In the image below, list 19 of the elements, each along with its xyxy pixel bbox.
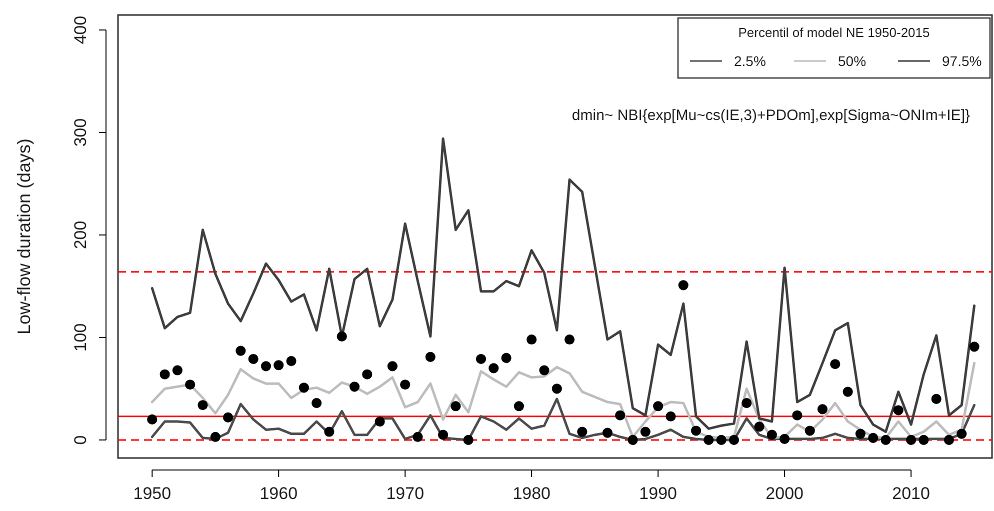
y-tick-label: 100 [70,323,90,352]
y-tick-label: 200 [70,220,90,250]
legend-title: Percentil of model NE 1950-2015 [738,25,930,40]
x-tick-label: 1960 [260,484,298,504]
x-tick-label: 1970 [386,484,424,504]
x-tick-label: 2010 [892,484,930,504]
annotation: dmin~ NBI{exp[Mu~cs(IE,3)+PDOm],exp[Sigma~ONIm+IE]} [572,107,970,124]
x-tick-label: 1990 [639,484,677,504]
y-tick-label: 400 [70,16,90,44]
x-tick-label: 2000 [766,484,804,504]
legend-label: 50% [838,53,866,69]
legend-label: 2.5% [734,53,766,69]
y-tick-label: 0 [70,435,90,445]
x-tick-label: 1980 [512,484,551,504]
x-tick-label: 1950 [133,484,172,504]
y-axis-title: Low-flow duration (days) [14,138,34,335]
legend-label: 97.5% [942,53,982,69]
line-series [150,137,976,434]
y-tick-label: 300 [70,118,90,147]
